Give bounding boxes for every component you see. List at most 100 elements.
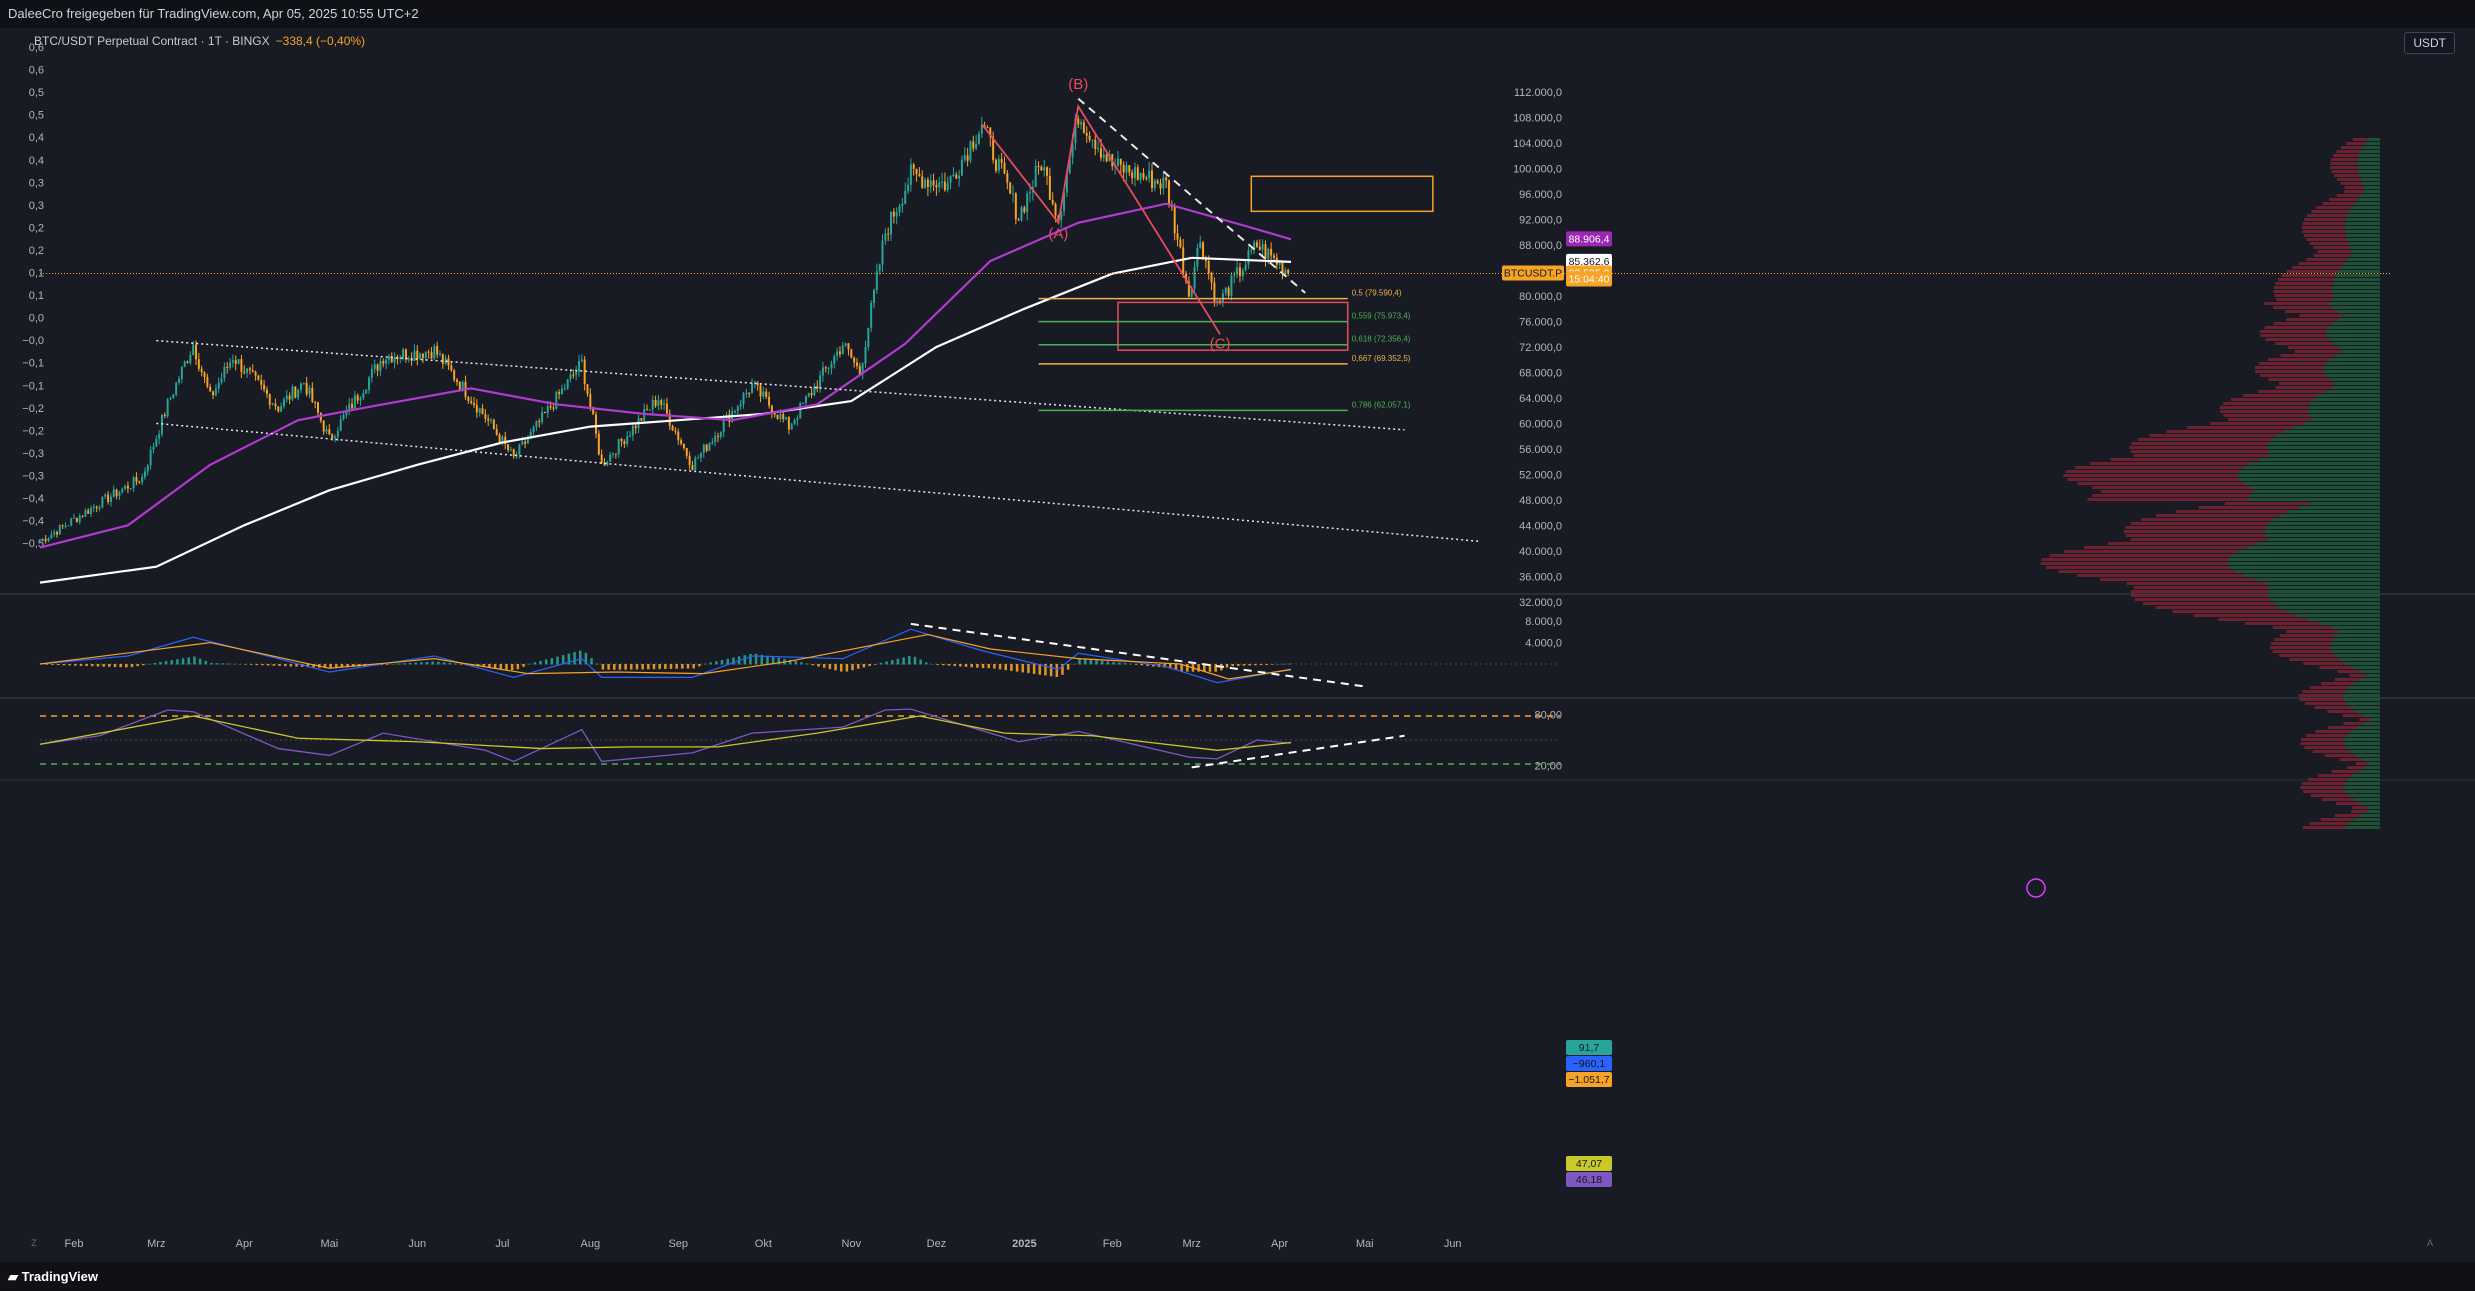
macd-histogram-bar bbox=[147, 663, 151, 665]
volume-bar-buy bbox=[2362, 146, 2380, 149]
macd-histogram-bar bbox=[238, 663, 242, 665]
macd-histogram-bar bbox=[352, 664, 355, 667]
volume-bar-sell bbox=[2336, 178, 2361, 181]
candle-body bbox=[538, 421, 541, 423]
price-tick-label: 32.000,0 bbox=[1519, 597, 1562, 609]
candle-body bbox=[541, 412, 544, 423]
candle-body bbox=[481, 408, 484, 415]
candle-body bbox=[197, 359, 200, 369]
candle-body bbox=[1094, 139, 1097, 150]
x-tick-label: Mrz bbox=[1183, 1238, 1201, 1250]
candle-body bbox=[552, 407, 555, 409]
tradingview-logo[interactable]: ▰ TradingView bbox=[8, 1269, 98, 1285]
volume-bar-buy bbox=[2267, 450, 2380, 453]
volume-bar-sell bbox=[2277, 278, 2335, 281]
volume-bar-buy bbox=[2311, 418, 2380, 421]
volume-bar-sell bbox=[2273, 290, 2333, 293]
volume-bar-buy bbox=[2348, 242, 2380, 245]
volume-bar-sell bbox=[2300, 786, 2345, 789]
volume-bar-buy bbox=[2307, 618, 2380, 621]
macd-histogram-bar bbox=[908, 656, 911, 665]
candle-body bbox=[1272, 255, 1275, 258]
macd-histogram-bar bbox=[862, 664, 866, 668]
candle-body bbox=[1151, 170, 1153, 189]
volume-bar-sell bbox=[2155, 606, 2280, 609]
candle-body bbox=[1213, 282, 1216, 304]
left-tick-label: 0,2 bbox=[29, 245, 44, 257]
x-tick-label: Feb bbox=[1103, 1238, 1122, 1250]
volume-bar-buy bbox=[2309, 402, 2380, 405]
volume-bar-buy bbox=[2350, 254, 2380, 257]
candle-body bbox=[1063, 192, 1066, 212]
candle-body bbox=[453, 370, 456, 380]
volume-bar-buy bbox=[2229, 566, 2380, 569]
candle-body bbox=[1227, 287, 1230, 296]
volume-bar-sell bbox=[2223, 414, 2310, 417]
volume-bar-buy bbox=[2337, 270, 2380, 273]
volume-bar-buy bbox=[2345, 234, 2380, 237]
candle-body bbox=[126, 485, 129, 489]
volume-bar-sell bbox=[2130, 590, 2268, 593]
macd-histogram-bar bbox=[420, 662, 423, 665]
volume-bar-buy bbox=[2248, 498, 2380, 501]
candle-body bbox=[302, 382, 305, 384]
candle-body bbox=[708, 443, 711, 451]
macd-histogram-bar bbox=[408, 662, 412, 665]
candle-body bbox=[989, 127, 992, 137]
macd-histogram-bar bbox=[987, 664, 990, 669]
volume-bar-sell bbox=[2330, 166, 2358, 169]
candle-body bbox=[365, 389, 368, 394]
fib-level-label: 0,618 (72.356,4) bbox=[1352, 335, 1411, 344]
symbol-legend[interactable]: BTC/USDT Perpetual Contract · 1T · BINGX… bbox=[34, 34, 365, 48]
candle-body bbox=[81, 515, 84, 517]
macd-histogram-bar bbox=[340, 664, 344, 668]
volume-bar-sell bbox=[2258, 390, 2326, 393]
volume-bar-buy bbox=[2329, 358, 2380, 361]
macd-histogram-bar bbox=[1032, 664, 1036, 674]
volume-bar-sell bbox=[2273, 286, 2333, 289]
symbol-title[interactable]: BTC/USDT Perpetual Contract · 1T · BINGX bbox=[34, 34, 270, 48]
volume-bar-buy bbox=[2363, 722, 2380, 725]
volume-bar-sell bbox=[2064, 550, 2238, 553]
volume-bar-sell bbox=[2302, 230, 2346, 233]
macd-histogram-bar bbox=[204, 660, 208, 665]
candle-body bbox=[112, 489, 115, 497]
volume-bar-sell bbox=[2294, 350, 2342, 353]
corner-left-label: Z bbox=[31, 1238, 37, 1248]
price-tick-label: 56.000,0 bbox=[1519, 444, 1562, 456]
macd-histogram-bar bbox=[709, 662, 712, 665]
volume-bar-sell bbox=[2230, 398, 2313, 401]
macd-histogram-bar bbox=[874, 664, 877, 665]
candle-body bbox=[53, 532, 56, 535]
volume-bar-buy bbox=[2332, 294, 2380, 297]
macd-histogram-bar bbox=[1169, 664, 1172, 669]
volume-bar-sell bbox=[2149, 434, 2277, 437]
macd-histogram-bar bbox=[959, 664, 962, 667]
candle-body bbox=[796, 418, 799, 421]
macd-histogram-bar bbox=[805, 663, 809, 665]
macd-histogram-bar bbox=[1038, 664, 1042, 675]
macd-histogram-bar bbox=[800, 662, 803, 665]
candle-body bbox=[1219, 300, 1222, 303]
candle-body bbox=[997, 159, 1000, 171]
candle-body bbox=[631, 425, 634, 436]
macd-histogram-bar bbox=[482, 664, 486, 668]
candle-body bbox=[311, 387, 314, 402]
volume-bar-buy bbox=[2276, 434, 2380, 437]
volume-bar-buy bbox=[2339, 658, 2380, 661]
candle-body bbox=[844, 343, 847, 346]
macd-histogram-bar bbox=[1271, 664, 1274, 665]
currency-button[interactable]: USDT bbox=[2404, 32, 2455, 54]
candle-body bbox=[901, 203, 904, 206]
candle-body bbox=[629, 435, 632, 437]
volume-bar-sell bbox=[2077, 482, 2244, 485]
candle-body bbox=[399, 357, 402, 360]
volume-bar-sell bbox=[2286, 318, 2338, 321]
macd-histogram-bar bbox=[681, 664, 684, 669]
macd-histogram-bar bbox=[539, 660, 542, 665]
candle-body bbox=[163, 414, 166, 417]
volume-bar-buy bbox=[2283, 430, 2380, 433]
candle-body bbox=[90, 507, 93, 514]
volume-bar-sell bbox=[2300, 738, 2345, 741]
